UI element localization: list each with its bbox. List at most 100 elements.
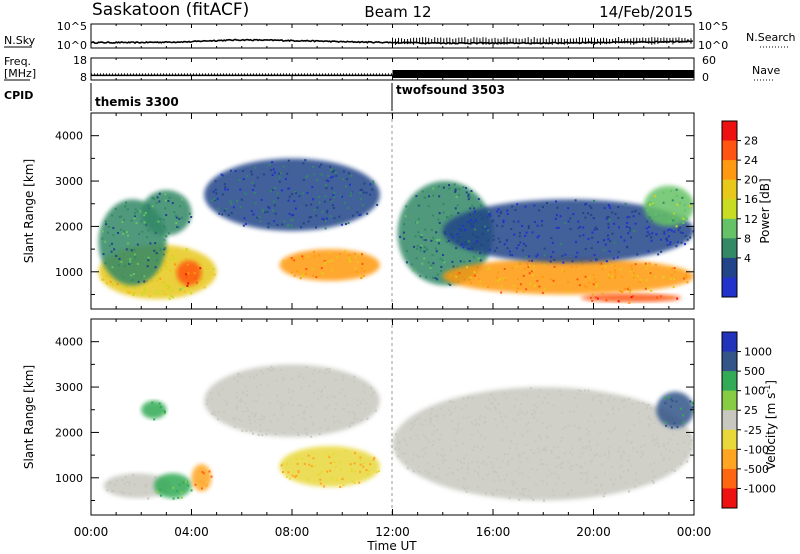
heatmap-cell — [461, 243, 464, 246]
heatmap-cell — [511, 205, 514, 208]
heatmap-cell — [414, 235, 417, 238]
heatmap-cell — [427, 462, 430, 465]
heatmap-cell — [491, 492, 494, 495]
heatmap-cell — [487, 398, 490, 401]
colorbar-tick-label: 100 — [744, 385, 765, 398]
heatmap-cell — [596, 476, 599, 479]
heatmap-cell — [427, 205, 430, 208]
heatmap-cell — [517, 220, 520, 223]
colorbar-cell — [722, 488, 737, 509]
heatmap-cell — [450, 233, 453, 236]
heatmap-cell — [527, 421, 530, 424]
heatmap-cell — [101, 230, 104, 233]
heatmap-cell — [671, 399, 674, 402]
heatmap-cell — [187, 272, 190, 275]
heatmap-cell — [462, 186, 465, 189]
heatmap-cell — [588, 281, 591, 284]
heatmap-cell — [360, 188, 363, 191]
heatmap-cell — [185, 276, 188, 279]
heatmap-cell — [291, 404, 294, 407]
heatmap-cell — [276, 192, 279, 195]
heatmap-cell — [288, 187, 291, 190]
heatmap-cell — [162, 253, 165, 256]
heatmap-cell — [106, 489, 109, 492]
heatmap-cell — [223, 399, 226, 402]
heatmap-cell — [675, 195, 678, 198]
heatmap-cell — [594, 476, 597, 479]
heatmap-cell — [240, 420, 243, 423]
heatmap-cell — [601, 395, 604, 398]
heatmap-cell — [147, 259, 150, 262]
heatmap-cell — [324, 406, 327, 409]
heatmap-cell — [304, 418, 307, 421]
heatmap-cell — [486, 229, 489, 232]
heatmap-cell — [515, 265, 518, 268]
heatmap-cell — [411, 422, 414, 425]
heatmap-cell — [537, 235, 540, 238]
heatmap-cell — [648, 262, 651, 265]
heatmap-cell — [339, 486, 342, 489]
heatmap-cell — [634, 472, 637, 475]
heatmap-cell — [442, 459, 445, 462]
heatmap-cell — [482, 460, 485, 463]
heatmap-cell — [332, 194, 335, 197]
heatmap-cell — [654, 213, 657, 216]
heatmap-cell — [480, 204, 483, 207]
heatmap-cell — [374, 409, 377, 412]
heatmap-cell — [553, 446, 556, 449]
heatmap-cell — [361, 262, 364, 265]
heatmap-cell — [636, 253, 639, 256]
heatmap-cell — [255, 374, 258, 377]
colorbar-frame — [721, 331, 738, 509]
heatmap-cell — [334, 465, 337, 468]
heatmap-cell — [310, 435, 313, 438]
heatmap-cell — [299, 277, 302, 280]
beam-title: Beam 12 — [364, 3, 431, 21]
heatmap-cell — [376, 203, 379, 206]
heatmap-cell — [339, 460, 342, 463]
heatmap-cell — [244, 402, 247, 405]
heatmap-cell — [164, 199, 167, 202]
heatmap-cell — [373, 456, 376, 459]
heatmap-cell — [440, 270, 443, 273]
heatmap-cell — [518, 263, 521, 266]
heatmap-cell — [296, 405, 299, 408]
heatmap-cell — [299, 403, 302, 406]
heatmap-cell — [132, 293, 135, 296]
heatmap-cell — [467, 396, 470, 399]
heatmap-cell — [399, 235, 402, 238]
heatmap-cell — [540, 412, 543, 415]
heatmap-cell — [633, 424, 636, 427]
heatmap-cell — [423, 257, 426, 260]
heatmap-cell — [451, 236, 454, 239]
heatmap-cell — [163, 248, 166, 251]
heatmap-cell — [576, 278, 579, 281]
heatmap-cell — [327, 180, 330, 183]
heatmap-cell — [573, 424, 576, 427]
y-tick-label: 3000 — [55, 175, 83, 188]
heatmap-cell — [259, 424, 262, 427]
heatmap-cell — [254, 202, 257, 205]
heatmap-cell — [458, 271, 461, 274]
heatmap-cell — [266, 368, 269, 371]
heatmap-cell — [118, 215, 121, 218]
heatmap-cell — [352, 411, 355, 414]
heatmap-cell — [250, 210, 253, 213]
heatmap-cell — [375, 471, 378, 474]
heatmap-cell — [581, 446, 584, 449]
y-tick-label: 2000 — [55, 426, 83, 439]
heatmap-cell — [487, 213, 490, 216]
heatmap-cell — [232, 206, 235, 209]
heatmap-cell — [499, 278, 502, 281]
heatmap-cell — [662, 275, 665, 278]
heatmap-cell — [522, 488, 525, 491]
heatmap-cell — [180, 216, 183, 219]
heatmap-cell — [424, 228, 427, 231]
heatmap-cell — [474, 419, 477, 422]
heatmap-cell — [510, 457, 513, 460]
heatmap-cell — [500, 415, 503, 418]
heatmap-cell — [236, 405, 239, 408]
heatmap-cell — [539, 438, 542, 441]
heatmap-cell — [577, 438, 580, 441]
heatmap-cell — [230, 203, 233, 206]
